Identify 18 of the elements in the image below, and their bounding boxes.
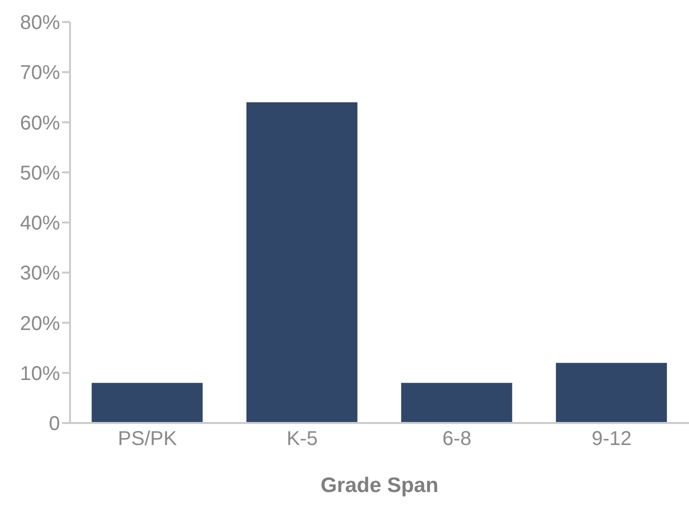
- y-tick-label: 10%: [20, 362, 60, 385]
- y-tick-label: 60%: [20, 112, 60, 134]
- y-tick-label: 40%: [20, 212, 60, 235]
- bar: [556, 362, 667, 423]
- x-tick-label: K-5: [286, 428, 318, 450]
- y-tick-label: 0: [48, 413, 60, 436]
- y-tick-label: 20%: [20, 312, 60, 335]
- y-tick-label: 50%: [20, 162, 60, 184]
- bar: [92, 382, 203, 423]
- x-axis-title: Grade Span: [320, 474, 438, 497]
- x-tick-label: 9-12: [592, 428, 632, 450]
- bar: [401, 382, 512, 423]
- y-tick-label: 70%: [20, 62, 60, 84]
- x-tick-label: PS/PK: [118, 428, 178, 450]
- x-tick-label: 6-8: [442, 428, 472, 450]
- y-tick-label: 30%: [20, 262, 60, 285]
- y-tick-label: 80%: [20, 12, 60, 34]
- bar: [246, 102, 358, 423]
